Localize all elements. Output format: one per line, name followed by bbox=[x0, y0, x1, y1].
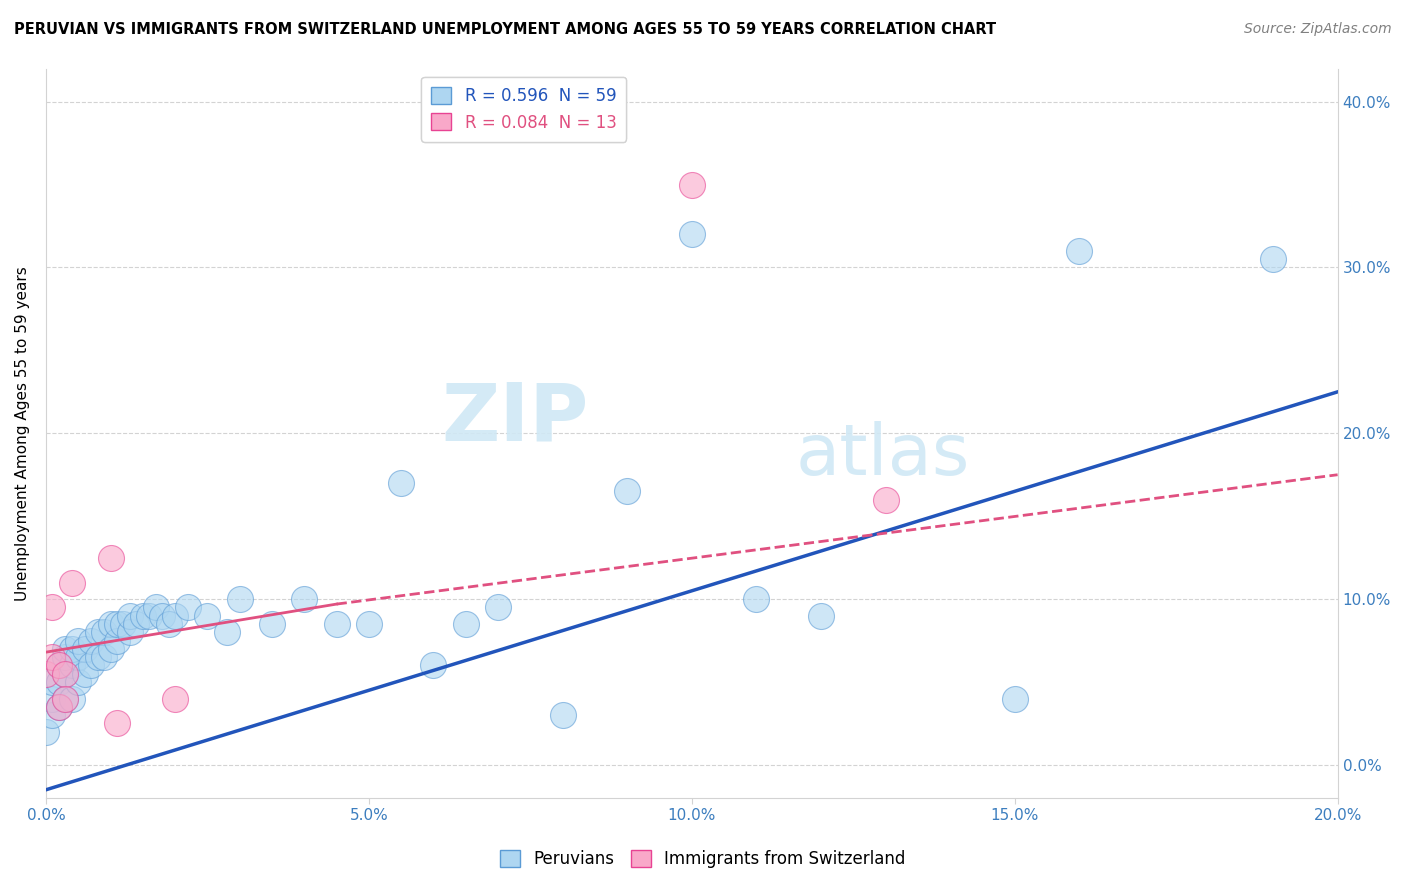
Point bbox=[48, 658, 70, 673]
Point bbox=[41, 708, 63, 723]
Point bbox=[228, 592, 250, 607]
Point bbox=[357, 617, 380, 632]
Point bbox=[681, 227, 703, 242]
Point bbox=[86, 625, 108, 640]
Point bbox=[197, 608, 219, 623]
Point bbox=[105, 716, 128, 731]
Point bbox=[73, 666, 96, 681]
Point bbox=[1069, 244, 1091, 258]
Point bbox=[112, 617, 135, 632]
Point bbox=[41, 600, 63, 615]
Point bbox=[48, 699, 70, 714]
Point bbox=[100, 617, 122, 632]
Point bbox=[875, 492, 897, 507]
Text: ZIP: ZIP bbox=[441, 380, 589, 458]
Point bbox=[132, 608, 155, 623]
Y-axis label: Unemployment Among Ages 55 to 59 years: Unemployment Among Ages 55 to 59 years bbox=[15, 266, 30, 600]
Point bbox=[150, 608, 173, 623]
Point bbox=[125, 617, 148, 632]
Point bbox=[145, 600, 167, 615]
Point bbox=[93, 650, 115, 665]
Point bbox=[118, 608, 141, 623]
Point bbox=[35, 724, 58, 739]
Point bbox=[60, 641, 83, 656]
Point bbox=[53, 666, 76, 681]
Point bbox=[93, 625, 115, 640]
Point bbox=[1261, 252, 1284, 267]
Point bbox=[73, 641, 96, 656]
Point bbox=[60, 575, 83, 590]
Point bbox=[105, 633, 128, 648]
Point bbox=[486, 600, 509, 615]
Point bbox=[48, 699, 70, 714]
Point bbox=[389, 476, 412, 491]
Point bbox=[48, 658, 70, 673]
Point bbox=[53, 641, 76, 656]
Text: PERUVIAN VS IMMIGRANTS FROM SWITZERLAND UNEMPLOYMENT AMONG AGES 55 TO 59 YEARS C: PERUVIAN VS IMMIGRANTS FROM SWITZERLAND … bbox=[14, 22, 997, 37]
Point bbox=[80, 658, 103, 673]
Point bbox=[422, 658, 444, 673]
Point bbox=[105, 617, 128, 632]
Point bbox=[41, 691, 63, 706]
Point bbox=[53, 691, 76, 706]
Point bbox=[1004, 691, 1026, 706]
Legend: Peruvians, Immigrants from Switzerland: Peruvians, Immigrants from Switzerland bbox=[494, 843, 912, 875]
Point bbox=[745, 592, 768, 607]
Point bbox=[551, 708, 574, 723]
Point bbox=[616, 484, 638, 499]
Point bbox=[177, 600, 200, 615]
Point bbox=[215, 625, 238, 640]
Point bbox=[41, 675, 63, 690]
Point bbox=[41, 650, 63, 665]
Point bbox=[86, 650, 108, 665]
Point bbox=[100, 641, 122, 656]
Point bbox=[35, 666, 58, 681]
Point bbox=[53, 666, 76, 681]
Point bbox=[80, 633, 103, 648]
Point bbox=[810, 608, 832, 623]
Legend: R = 0.596  N = 59, R = 0.084  N = 13: R = 0.596 N = 59, R = 0.084 N = 13 bbox=[422, 77, 627, 142]
Point bbox=[157, 617, 180, 632]
Text: Source: ZipAtlas.com: Source: ZipAtlas.com bbox=[1244, 22, 1392, 37]
Point bbox=[100, 550, 122, 565]
Point bbox=[67, 675, 90, 690]
Point bbox=[48, 675, 70, 690]
Point bbox=[454, 617, 477, 632]
Point bbox=[681, 178, 703, 192]
Point bbox=[53, 650, 76, 665]
Point bbox=[292, 592, 315, 607]
Point bbox=[60, 658, 83, 673]
Point bbox=[60, 691, 83, 706]
Point bbox=[325, 617, 347, 632]
Point bbox=[118, 625, 141, 640]
Point bbox=[53, 691, 76, 706]
Point bbox=[165, 608, 187, 623]
Point bbox=[67, 650, 90, 665]
Point bbox=[138, 608, 160, 623]
Point bbox=[165, 691, 187, 706]
Point bbox=[260, 617, 283, 632]
Text: atlas: atlas bbox=[796, 421, 970, 490]
Point bbox=[67, 633, 90, 648]
